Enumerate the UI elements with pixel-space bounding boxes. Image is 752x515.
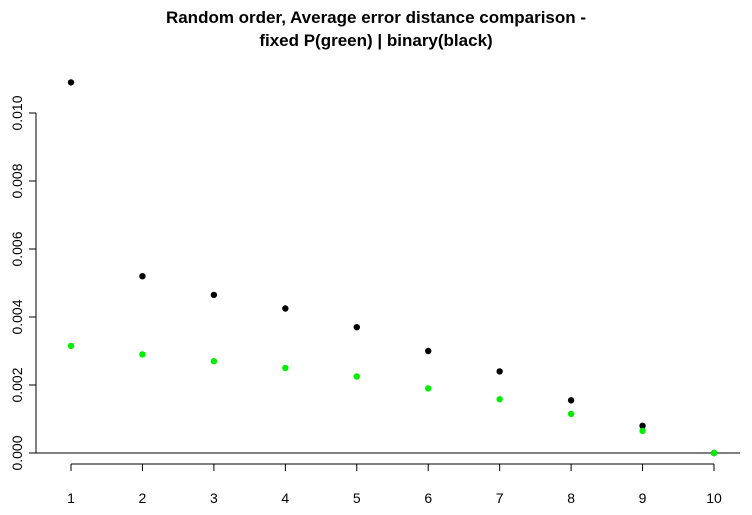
x-tick-label: 4	[281, 490, 289, 506]
data-point-series-1	[639, 422, 646, 429]
y-tick-label: 0.002	[9, 367, 25, 402]
data-point-series-2	[210, 358, 218, 365]
x-tick-label: 10	[706, 490, 722, 506]
x-tick-label: 3	[210, 490, 218, 506]
x-tick-label: 5	[353, 490, 361, 506]
y-tick-label: 0.004	[9, 299, 25, 334]
data-point-series-1	[496, 368, 503, 375]
data-point-series-2	[353, 373, 360, 380]
data-point-series-2	[496, 396, 503, 403]
x-tick-label: 2	[139, 490, 147, 506]
data-point-series-2	[425, 385, 432, 392]
x-tick-label: 1	[67, 490, 75, 506]
data-point-series-1	[567, 397, 575, 404]
data-point-series-2	[282, 364, 289, 372]
x-tick-label: 7	[496, 490, 504, 506]
y-tick-label: 0.000	[9, 435, 25, 470]
data-point-series-1	[67, 79, 75, 86]
data-point-series-2	[710, 449, 718, 457]
data-point-series-2	[67, 342, 75, 350]
data-point-series-1	[425, 347, 432, 355]
chart-title-line-1: Random order, Average error distance com…	[165, 8, 587, 27]
y-tick-label: 0.006	[9, 231, 25, 266]
chart-title-line-2: fixed P(green) | binary(black)	[259, 31, 493, 50]
data-point-series-1	[353, 324, 360, 331]
x-tick-label: 8	[567, 490, 575, 506]
x-tick-label: 6	[424, 490, 432, 506]
data-point-series-2	[139, 351, 146, 358]
data-point-series-1	[139, 273, 146, 280]
y-tick-label: 0.008	[9, 163, 25, 198]
data-point-series-1	[282, 305, 289, 312]
data-point-series-2	[639, 427, 646, 435]
data-point-series-2	[567, 410, 575, 418]
data-point-series-1	[210, 291, 218, 299]
y-tick-label: 0.010	[9, 95, 25, 130]
x-tick-label: 9	[639, 490, 647, 506]
